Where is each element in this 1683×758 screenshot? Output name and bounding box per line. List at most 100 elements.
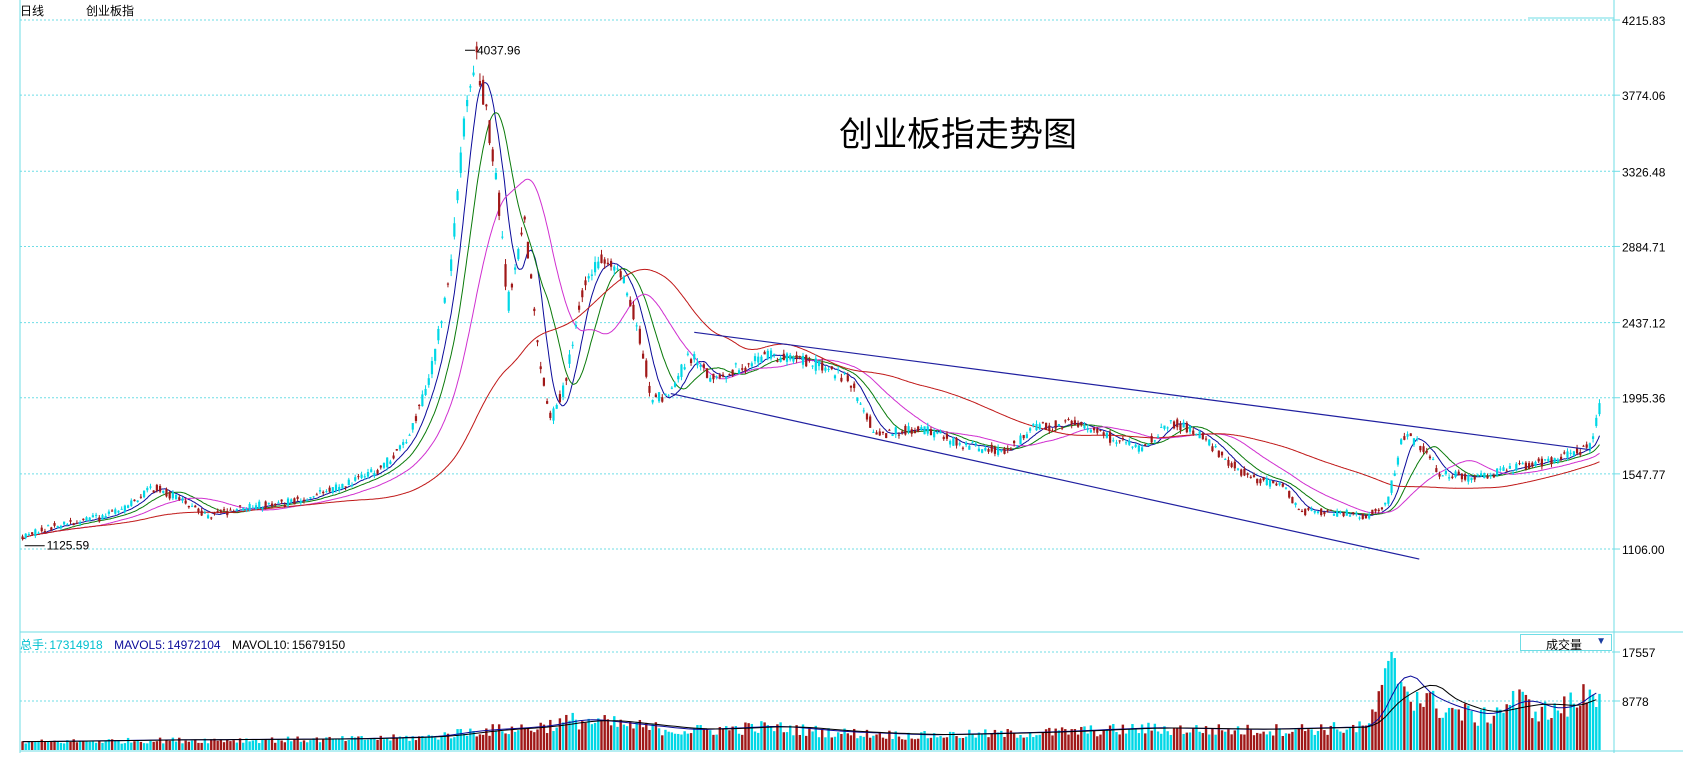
volume-bar [1163, 726, 1166, 750]
candle-body [82, 518, 85, 520]
period-label[interactable]: 日线 [20, 4, 45, 18]
candle-body [1214, 445, 1217, 448]
candle-body [942, 436, 945, 440]
volume-bar [1256, 732, 1259, 750]
candle-body [101, 515, 104, 520]
candle-body [555, 404, 558, 409]
volume-bar [584, 722, 587, 750]
volume-bar [1028, 732, 1032, 750]
candle-body [1230, 463, 1233, 468]
candle-body [562, 385, 565, 397]
volume-bar [456, 729, 459, 750]
candle-body [683, 367, 686, 370]
candle-body [1300, 510, 1304, 512]
volume-bar [200, 742, 203, 750]
volume-bar [773, 731, 776, 750]
candle-body [1518, 463, 1521, 465]
candle-body [507, 291, 510, 311]
candle-body [1444, 470, 1448, 475]
volume-bar [795, 725, 798, 750]
candle-body [293, 498, 296, 505]
candle-body [149, 486, 152, 488]
volume-bar [226, 739, 229, 750]
volume-bar [286, 736, 290, 750]
volume-bar [817, 737, 821, 750]
candle-body [1176, 419, 1179, 428]
volume-bar [865, 729, 869, 750]
volume-bar [843, 728, 846, 750]
volume-bar [1396, 683, 1400, 750]
volume-bar [888, 730, 891, 750]
candle-body [264, 501, 267, 509]
volume-bar [1319, 724, 1323, 750]
mavol5-value: 14972104 [167, 638, 221, 652]
candle-body [958, 443, 961, 445]
candle-body [126, 505, 130, 508]
candle-body [670, 387, 673, 389]
volume-bar [1268, 731, 1272, 750]
volume-bar [216, 740, 219, 750]
candle-body [1083, 425, 1086, 429]
candle-body [485, 104, 488, 107]
candle-body [638, 328, 641, 344]
candle-body [1310, 508, 1313, 511]
volume-bar [651, 724, 654, 750]
volume-bar [75, 742, 79, 750]
candle-body [203, 512, 206, 514]
candle-body [1524, 462, 1527, 470]
candle-body [817, 360, 821, 367]
volume-bar [894, 731, 897, 750]
volume-bar [1051, 735, 1054, 750]
candle-body [312, 496, 315, 498]
candle-body [971, 442, 974, 444]
price-tick-label: 1106.00 [1622, 543, 1665, 557]
candle-body [1432, 458, 1435, 460]
volume-bar [1262, 731, 1265, 750]
volume-bar [72, 739, 75, 750]
volume-bar [590, 724, 594, 750]
volume-bar [1214, 734, 1217, 750]
volume-bar [267, 739, 271, 750]
volume-bar [1553, 703, 1556, 750]
candle-body [1563, 452, 1566, 454]
candle-body [1579, 452, 1582, 455]
candle-body [1323, 511, 1326, 515]
chevron-down-icon[interactable]: ▼ [1596, 636, 1606, 647]
candle-body [1182, 422, 1185, 428]
volume-bar [705, 728, 709, 750]
volume-bar [990, 733, 993, 750]
volume-bar [1272, 735, 1275, 750]
volume-bar [242, 742, 245, 750]
volume-bar [996, 732, 1000, 750]
volume-bar [523, 727, 526, 750]
price-tick-label: 2884.71 [1622, 240, 1666, 254]
volume-bar [82, 740, 85, 750]
volume-bar [1128, 729, 1131, 750]
candle-body [728, 373, 731, 375]
price-tick-label: 1995.36 [1622, 392, 1666, 406]
volume-bar [1460, 720, 1464, 750]
candle-body [136, 500, 139, 502]
volume-bar [165, 739, 168, 750]
candle-body [59, 525, 63, 529]
candle-body [216, 511, 219, 513]
candle-body [792, 357, 795, 362]
volume-bar [1227, 729, 1230, 750]
volume-bar [884, 738, 888, 750]
volume-bar [1108, 725, 1112, 750]
volume-bar [561, 722, 565, 750]
volume-bar [587, 718, 590, 750]
volume-bar [993, 729, 997, 750]
candle-body [1003, 448, 1006, 454]
candle-body [1080, 422, 1083, 426]
volume-bar [1147, 722, 1150, 750]
candle-body [117, 510, 120, 513]
volume-bar [1275, 724, 1278, 750]
candle-body [645, 360, 648, 377]
candle-body [376, 470, 379, 474]
candle-body [354, 477, 357, 481]
volume-bar [478, 734, 482, 750]
candle-body [923, 426, 926, 435]
indicator-select[interactable]: 成交量 ▼ [1520, 634, 1612, 652]
